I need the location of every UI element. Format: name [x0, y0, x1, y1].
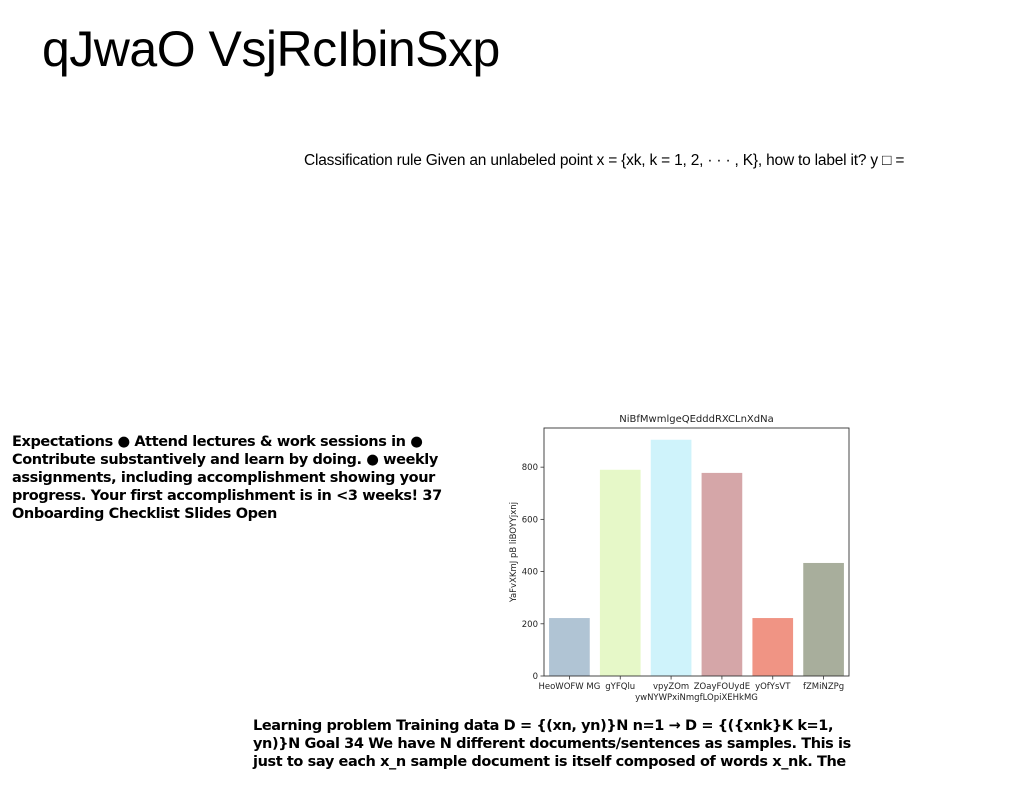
expectations-text: Expectations ● Attend lectures & work se… — [12, 434, 442, 522]
bar-4 — [752, 618, 794, 676]
bar-3 — [701, 472, 743, 676]
bar-5 — [803, 562, 844, 676]
y-tick-label-3: 600 — [522, 515, 538, 525]
bar-chart-svg: NiBfMwmlgeQEdddRXCLnXdNa HeoWOFW MG gYFQlu… — [509, 414, 850, 703]
bar-1 — [599, 469, 641, 676]
y-axis-label: YaFvXKmJ pB liBOYYjxnj — [509, 502, 519, 603]
bar-0 — [549, 618, 590, 676]
y-tick-label-0: 0 — [533, 672, 538, 682]
bar-2 — [650, 439, 692, 676]
x-tick-label-3: ZOayFOUydE — [694, 682, 750, 692]
x-axis-label: ywNYWPxiNmgfLOpiXEHkMG — [635, 693, 758, 703]
y-tick-label-2: 400 — [522, 568, 538, 578]
y-tick-label-4: 800 — [522, 463, 538, 473]
x-tick-label-0: HeoWOFW MG — [538, 682, 600, 692]
x-tick-label-2: vpyZOm — [653, 682, 689, 692]
x-tick-label-1: gYFQlu — [605, 682, 635, 692]
page-title: qJwaO VsjRcIbinSxp — [42, 21, 500, 77]
x-tick-label-5: fZMiNZPg — [803, 682, 844, 692]
bar-chart: NiBfMwmlgeQEdddRXCLnXdNa HeoWOFW MG gYFQlu… — [500, 405, 860, 705]
chart-title: NiBfMwmlgeQEdddRXCLnXdNa — [619, 414, 773, 425]
classification-rule-text: Classification rule Given an unlabeled p… — [304, 152, 905, 169]
y-tick-label-1: 200 — [522, 620, 538, 630]
learning-problem-text: Learning problem Training data D = {(xn,… — [253, 718, 851, 770]
x-tick-label-4: yOfYsVT — [755, 682, 791, 692]
plot-frame — [543, 427, 850, 677]
